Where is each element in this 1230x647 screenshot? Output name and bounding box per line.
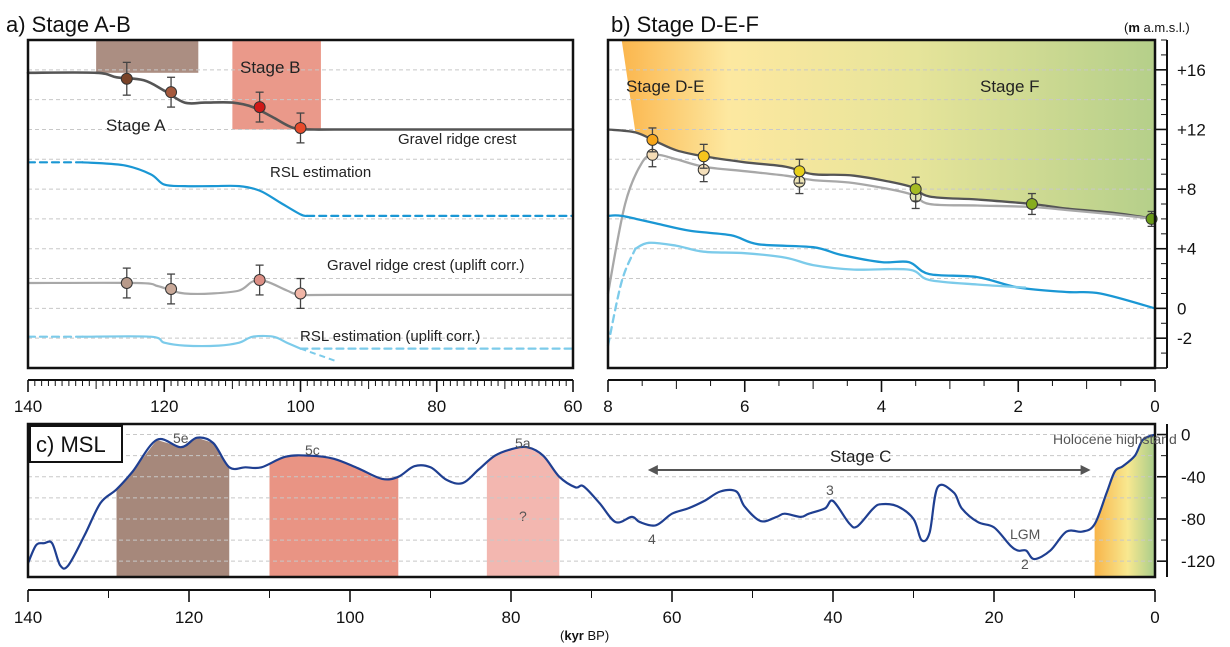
label-gravel-uplift: Gravel ridge crest (uplift corr.) bbox=[327, 257, 525, 274]
label-stage-c: Stage C bbox=[830, 447, 891, 466]
data-point bbox=[697, 150, 710, 163]
panel-c bbox=[26, 433, 1156, 577]
x-tick-label: 80 bbox=[427, 397, 446, 416]
panel-b-axes: 8 6 4 2 0 +16 +12 +8 +4 0 -2 bbox=[603, 39, 1206, 416]
x-axis-label: (kyr BP) bbox=[560, 628, 609, 643]
arrow-head-right bbox=[1080, 465, 1091, 475]
y-tick-label: +4 bbox=[1177, 240, 1196, 259]
x-tick-label: 120 bbox=[175, 608, 203, 627]
x-tick-label: 6 bbox=[740, 397, 749, 416]
y-tick-label: -40 bbox=[1181, 468, 1206, 487]
y-tick-label: -80 bbox=[1181, 510, 1206, 529]
x-tick-label: 100 bbox=[286, 397, 314, 416]
x-tick-label: 60 bbox=[663, 608, 682, 627]
msl-line bbox=[26, 433, 1156, 570]
panel-a-frame bbox=[26, 38, 575, 370]
y-tick-label: +8 bbox=[1177, 180, 1196, 199]
data-point bbox=[793, 165, 806, 178]
panel-c-axes: 140 120 100 80 60 40 20 0 0 -40 -80 -120 bbox=[14, 424, 1215, 627]
x-tick-label: 100 bbox=[336, 608, 364, 627]
y-tick-label: +12 bbox=[1177, 120, 1206, 139]
data-point bbox=[120, 277, 133, 290]
label-stage-de: Stage D-E bbox=[626, 77, 704, 96]
x-tick-label: 120 bbox=[150, 397, 178, 416]
x-tick-label: 2 bbox=[1014, 397, 1023, 416]
label-mis-2: 2 bbox=[1021, 556, 1029, 572]
panel-a-title: a) Stage A-B bbox=[6, 12, 131, 37]
gravel-ridge-line-line bbox=[606, 128, 1157, 221]
label-rsl-estimation: RSL estimation bbox=[270, 164, 371, 181]
stage-region bbox=[96, 40, 199, 73]
data-point bbox=[294, 287, 307, 300]
x-tick-label: 140 bbox=[14, 397, 42, 416]
data-point bbox=[165, 282, 178, 295]
msl-region bbox=[1094, 434, 1155, 577]
panel-b-frame bbox=[606, 38, 1157, 370]
label-holocene-highstand: Holocene highstand bbox=[1053, 431, 1177, 447]
panel-c-frame bbox=[26, 422, 1157, 579]
label-lgm: LGM bbox=[1010, 526, 1040, 542]
arrow-head-left bbox=[647, 465, 658, 475]
label-question: ? bbox=[519, 508, 527, 524]
data-point bbox=[1025, 198, 1038, 210]
msl-region bbox=[486, 447, 560, 577]
x-tick-label: 0 bbox=[1150, 397, 1159, 416]
label-mis-4: 4 bbox=[648, 531, 656, 547]
panel-c-title: c) MSL bbox=[36, 432, 106, 457]
panel-b bbox=[606, 40, 1158, 347]
msl-region bbox=[269, 455, 399, 577]
rsl-uplift-line-dashed bbox=[606, 247, 637, 347]
data-point bbox=[253, 101, 266, 114]
panel-a-x-axis: 140 120 100 80 60 bbox=[14, 379, 583, 416]
data-point bbox=[646, 133, 659, 146]
y-unit-label: (m a.m.s.l.) bbox=[1124, 20, 1190, 35]
x-tick-label: 0 bbox=[1150, 608, 1159, 627]
label-rsl-uplift: RSL estimation (uplift corr.) bbox=[300, 328, 480, 345]
rsl-uplift-tail bbox=[300, 347, 335, 362]
panel-a bbox=[26, 40, 575, 362]
y-tick-label: -2 bbox=[1177, 329, 1192, 348]
label-mis-3: 3 bbox=[826, 482, 834, 498]
x-tick-label: 8 bbox=[603, 397, 612, 416]
y-tick-label: +16 bbox=[1177, 61, 1206, 80]
label-stage-b: Stage B bbox=[240, 58, 301, 77]
rsl-uplift-line-line bbox=[81, 334, 302, 350]
data-point bbox=[909, 183, 922, 196]
gravel-uplift-line-line bbox=[26, 279, 575, 297]
label-gravel-ridge: Gravel ridge crest bbox=[398, 131, 517, 148]
panel-c-title-box bbox=[29, 425, 123, 463]
data-point bbox=[120, 72, 133, 85]
label-5a: 5a bbox=[515, 435, 531, 451]
data-point bbox=[253, 274, 266, 287]
data-point bbox=[294, 121, 307, 134]
rsl-line-line bbox=[606, 214, 1157, 310]
x-tick-label: 20 bbox=[985, 608, 1004, 627]
stage-region bbox=[232, 40, 321, 130]
x-tick-label: 140 bbox=[14, 608, 42, 627]
x-tick-label: 4 bbox=[877, 397, 886, 416]
data-point bbox=[165, 86, 178, 99]
label-stage-a: Stage A bbox=[106, 116, 166, 135]
y-tick-label: 0 bbox=[1177, 299, 1186, 318]
x-tick-label: 60 bbox=[564, 397, 583, 416]
y-tick-label: 0 bbox=[1181, 426, 1190, 445]
label-stage-f: Stage F bbox=[980, 77, 1040, 96]
label-5c: 5c bbox=[305, 442, 320, 458]
rsl-line-line bbox=[81, 161, 309, 218]
rsl-uplift-line-line bbox=[634, 241, 1027, 289]
msl-region bbox=[116, 438, 230, 577]
label-5e: 5e bbox=[173, 430, 189, 446]
x-tick-label: 40 bbox=[824, 608, 843, 627]
panel-b-title: b) Stage D-E-F bbox=[611, 12, 759, 37]
x-tick-label: 80 bbox=[502, 608, 521, 627]
y-tick-label: -120 bbox=[1181, 552, 1215, 571]
